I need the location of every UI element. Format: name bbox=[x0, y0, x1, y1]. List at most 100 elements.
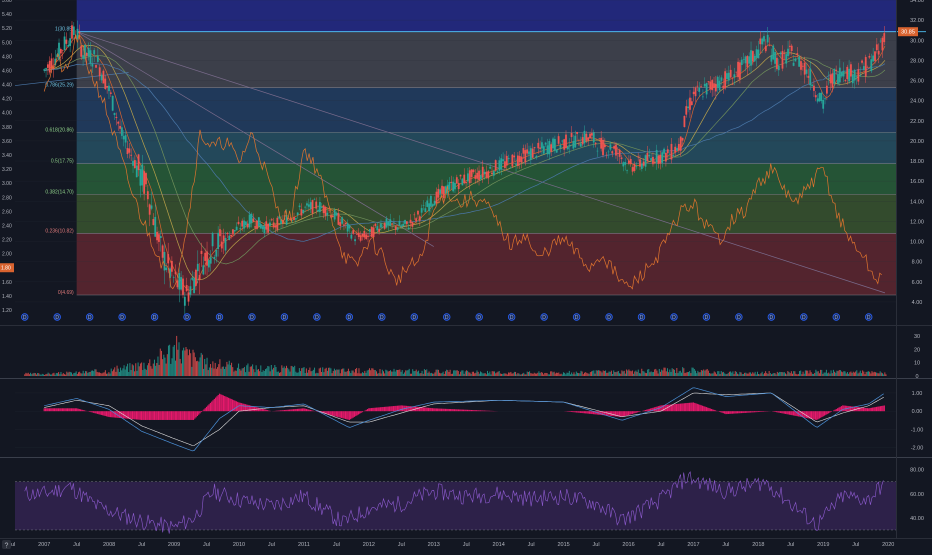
volume-bar bbox=[717, 371, 718, 376]
volume-bar bbox=[640, 373, 641, 376]
volume-bar bbox=[92, 370, 93, 376]
volume-bar bbox=[494, 371, 495, 376]
candle-body bbox=[617, 153, 619, 154]
volume-bar bbox=[135, 363, 136, 376]
volume-bar bbox=[145, 369, 146, 376]
volume-bar bbox=[842, 372, 843, 376]
volume-bar bbox=[28, 373, 29, 376]
volume-bar bbox=[409, 369, 410, 376]
volume-bar bbox=[184, 350, 185, 376]
macd-histogram-bar bbox=[702, 406, 703, 411]
volume-bar bbox=[647, 370, 648, 376]
volume-bar bbox=[330, 368, 331, 376]
macd-histogram-bar bbox=[786, 411, 787, 414]
macd-histogram-bar bbox=[421, 407, 422, 411]
volume-bar bbox=[696, 373, 697, 376]
volume-bar bbox=[187, 349, 188, 376]
volume-bar bbox=[80, 373, 81, 376]
candle-body bbox=[134, 160, 136, 168]
macd-histogram-bar bbox=[131, 411, 132, 419]
candle-body bbox=[687, 107, 689, 108]
volume-bar bbox=[618, 371, 619, 376]
macd-histogram-bar bbox=[481, 410, 482, 411]
price-pane[interactable]: 1(30.85)0.786(25.29)0.618(20.86)0.5(17.7… bbox=[0, 0, 926, 321]
candle-body bbox=[326, 213, 328, 216]
candle-body bbox=[478, 171, 480, 180]
macd-histogram-bar bbox=[167, 411, 168, 420]
macd-histogram-bar bbox=[471, 410, 472, 411]
candle-body bbox=[632, 167, 634, 172]
macd-histogram-bar bbox=[353, 411, 354, 417]
volume-bar bbox=[666, 371, 667, 376]
volume-bar bbox=[458, 371, 459, 376]
macd-axis-tick-label: 1.00 bbox=[912, 391, 923, 397]
candle-body bbox=[848, 69, 850, 82]
volume-bar bbox=[221, 369, 222, 376]
volume-bar bbox=[430, 373, 431, 376]
candle-body bbox=[152, 219, 154, 225]
candle-body bbox=[432, 204, 434, 206]
macd-histogram-bar bbox=[312, 411, 313, 412]
macd-histogram-bar bbox=[780, 411, 781, 413]
volume-bar bbox=[321, 372, 322, 376]
volume-bar bbox=[471, 374, 472, 376]
macd-histogram-bar bbox=[418, 407, 419, 411]
last-price-label: 30.85 bbox=[901, 30, 915, 36]
volume-bar bbox=[307, 373, 308, 376]
candle-body bbox=[498, 160, 500, 170]
macd-histogram-bar bbox=[144, 411, 145, 420]
candle-body bbox=[375, 224, 377, 226]
candle-body bbox=[830, 75, 832, 84]
candle-body bbox=[315, 202, 317, 209]
volume-bar bbox=[748, 374, 749, 376]
volume-bar bbox=[250, 367, 251, 376]
macd-histogram-bar bbox=[447, 409, 448, 411]
macd-histogram-bar bbox=[267, 410, 268, 411]
macd-histogram-bar bbox=[218, 395, 219, 411]
macd-histogram-bar bbox=[592, 411, 593, 414]
candle-body bbox=[341, 217, 343, 223]
volume-bar bbox=[265, 369, 266, 376]
macd-histogram-bar bbox=[629, 411, 630, 415]
macd-histogram-bar bbox=[388, 407, 389, 412]
volume-bar bbox=[760, 373, 761, 376]
candle-body bbox=[317, 210, 319, 212]
macd-histogram-bar bbox=[199, 411, 200, 413]
macd-histogram-bar bbox=[367, 409, 368, 411]
volume-bar bbox=[599, 371, 600, 376]
macd-histogram-bar bbox=[466, 410, 467, 411]
volume-bar bbox=[849, 372, 850, 376]
macd-histogram-bar bbox=[482, 410, 483, 411]
volume-bar bbox=[363, 373, 364, 376]
volume-bar bbox=[312, 371, 313, 376]
macd-histogram-bar bbox=[705, 407, 706, 412]
volume-bar bbox=[819, 373, 820, 376]
volume-bar bbox=[774, 373, 775, 376]
volume-bar bbox=[541, 372, 542, 376]
volume-bar bbox=[369, 368, 370, 376]
candle-body bbox=[791, 46, 793, 51]
macd-histogram-bar bbox=[350, 411, 351, 419]
volume-bar bbox=[237, 368, 238, 376]
volume-bar bbox=[25, 373, 26, 376]
left-axis-tick-label: 1.20 bbox=[2, 308, 12, 314]
macd-histogram-bar bbox=[814, 411, 815, 419]
macd-histogram-bar bbox=[234, 401, 235, 412]
volume-bar bbox=[188, 355, 189, 376]
macd-histogram-bar bbox=[222, 395, 223, 411]
macd-histogram-bar bbox=[93, 411, 94, 413]
volume-bar bbox=[596, 370, 597, 376]
volume-bar bbox=[343, 368, 344, 376]
time-axis-tick-label: 2012 bbox=[363, 542, 375, 548]
left-axis-tick-label: 3.00 bbox=[2, 181, 12, 187]
macd-histogram-bar bbox=[183, 411, 184, 420]
volume-bar bbox=[412, 369, 413, 376]
corner-settings-icon[interactable]: ? bbox=[5, 543, 9, 550]
volume-bar bbox=[598, 370, 599, 376]
candle-body bbox=[728, 73, 730, 81]
volume-bar bbox=[665, 368, 666, 376]
macd-histogram-bar bbox=[825, 411, 826, 415]
volume-bar bbox=[97, 372, 98, 376]
volume-bar bbox=[734, 374, 735, 376]
candle-body bbox=[225, 238, 227, 251]
